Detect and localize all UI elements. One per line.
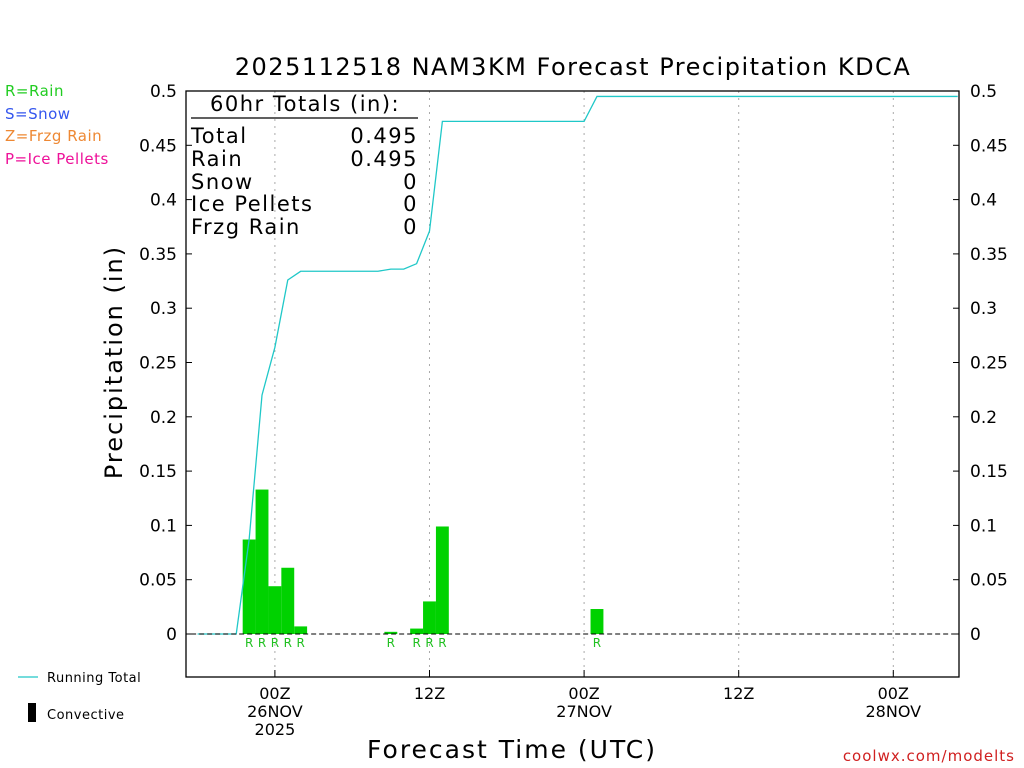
totals-value-rain: 0.495 bbox=[350, 147, 418, 171]
plot-frame bbox=[185, 90, 960, 678]
line-layer bbox=[197, 95, 958, 635]
y-tick-label-right-10: 0.5 bbox=[970, 82, 997, 102]
y-tick-label-right-8: 0.4 bbox=[970, 191, 997, 211]
x-tick-label-2-1: 27NOV bbox=[556, 702, 612, 721]
y-tick-label-right-6: 0.3 bbox=[970, 299, 997, 319]
x-tick-label-1-0: 12Z bbox=[414, 684, 445, 703]
precip-bar-9 bbox=[590, 609, 604, 634]
y-tick-label-left-6: 0.3 bbox=[150, 299, 177, 319]
totals-value-snow: 0 bbox=[403, 170, 418, 194]
totals-label-rain: Rain bbox=[191, 147, 243, 171]
legend-frzg-rain: Z=Frzg Rain bbox=[5, 127, 102, 145]
y-tick-label-right-2: 0.1 bbox=[970, 516, 997, 536]
ptype-legend: R=Rain S=Snow Z=Frzg Rain P=Ice Pellets bbox=[5, 82, 109, 168]
precip-bar-0 bbox=[242, 539, 256, 634]
totals-value-total: 0.495 bbox=[350, 124, 418, 148]
ptype-label-6: R bbox=[412, 636, 420, 650]
y-tick-label-left-1: 0.05 bbox=[139, 571, 177, 591]
ptype-label-4: R bbox=[296, 636, 304, 650]
x-tick-label-3-0: 12Z bbox=[723, 684, 754, 703]
x-tick-label-0-2: 2025 bbox=[255, 720, 296, 739]
precip-bar-4 bbox=[294, 626, 308, 634]
y-tick-label-right-7: 0.35 bbox=[970, 245, 1008, 265]
precip-bar-7 bbox=[423, 601, 436, 634]
line-legend: Running Total Convective bbox=[18, 671, 141, 723]
ptype-label-2: R bbox=[271, 636, 279, 650]
axis-layer: 0 00.05 0.050.1 0.10.15 0.150.2 0.20.25 0.250.… bbox=[139, 82, 1008, 739]
y-tick-label-left-4: 0.2 bbox=[150, 408, 177, 428]
y-tick-label-left-7: 0.35 bbox=[139, 245, 177, 265]
legend-ice-pellets: P=Ice Pellets bbox=[5, 150, 109, 168]
y-tick-label-right-0: 0 bbox=[970, 625, 981, 645]
precip-bar-5 bbox=[384, 631, 398, 634]
precip-bar-6 bbox=[410, 628, 424, 634]
running-total-label: Running Total bbox=[47, 671, 141, 686]
grid-layer bbox=[274, 91, 894, 677]
ptype-label-3: R bbox=[284, 636, 292, 650]
totals-label-frzg-rain: Frzg Rain bbox=[191, 215, 301, 239]
y-tick-label-left-9: 0.45 bbox=[139, 136, 177, 156]
precip-bar-2 bbox=[268, 586, 282, 634]
y-tick-label-left-8: 0.4 bbox=[150, 191, 177, 211]
convective-label: Convective bbox=[47, 708, 125, 723]
totals-label-total: Total bbox=[190, 124, 248, 148]
y-tick-label-right-3: 0.15 bbox=[970, 462, 1008, 482]
ptype-label-1: R bbox=[258, 636, 266, 650]
y-tick-label-left-0: 0 bbox=[166, 625, 177, 645]
y-tick-label-left-10: 0.5 bbox=[150, 82, 177, 102]
source-credit: coolwx.com/modelts bbox=[843, 747, 1015, 765]
x-tick-label-4-0: 00Z bbox=[878, 684, 909, 703]
x-tick-label-4-1: 28NOV bbox=[865, 702, 921, 721]
x-axis-label: Forecast Time (UTC) bbox=[367, 735, 657, 764]
x-tick-label-0-1: 26NOV bbox=[247, 702, 303, 721]
ptype-label-8: R bbox=[438, 636, 446, 650]
totals-value-ice-pellets: 0 bbox=[403, 192, 418, 216]
totals-value-frzg-rain: 0 bbox=[403, 215, 418, 239]
precip-bar-8 bbox=[435, 526, 449, 634]
y-tick-label-right-9: 0.45 bbox=[970, 136, 1008, 156]
ptype-label-7: R bbox=[425, 636, 433, 650]
x-tick-label-0-0: 00Z bbox=[259, 684, 290, 703]
legend-rain: R=Rain bbox=[5, 82, 64, 100]
y-tick-label-right-4: 0.2 bbox=[970, 408, 997, 428]
y-tick-label-right-1: 0.05 bbox=[970, 571, 1008, 591]
ptype-label-0: R bbox=[245, 636, 253, 650]
totals-label-ice-pellets: Ice Pellets bbox=[191, 192, 313, 216]
ptype-label-9: R bbox=[593, 636, 601, 650]
legend-snow: S=Snow bbox=[5, 105, 71, 123]
running-total-line bbox=[197, 95, 958, 635]
y-axis-label: Precipitation (in) bbox=[100, 245, 128, 479]
totals-label-snow: Snow bbox=[191, 170, 254, 194]
chart-title: 2025112518 NAM3KM Forecast Precipitation… bbox=[235, 53, 911, 81]
precip-bar-1 bbox=[255, 489, 269, 634]
x-tick-label-2-0: 00Z bbox=[568, 684, 599, 703]
y-tick-label-left-3: 0.15 bbox=[139, 462, 177, 482]
y-tick-label-left-2: 0.1 bbox=[150, 516, 177, 536]
precip-bar-3 bbox=[281, 567, 295, 634]
totals-header: 60hr Totals (in): bbox=[210, 92, 400, 116]
totals-box: 60hr Totals (in): Total 0.495 Rain 0.495… bbox=[190, 92, 418, 239]
y-tick-label-right-5: 0.25 bbox=[970, 354, 1008, 374]
convective-swatch bbox=[28, 703, 36, 722]
y-tick-label-left-5: 0.25 bbox=[139, 354, 177, 374]
ptype-label-5: R bbox=[387, 636, 395, 650]
